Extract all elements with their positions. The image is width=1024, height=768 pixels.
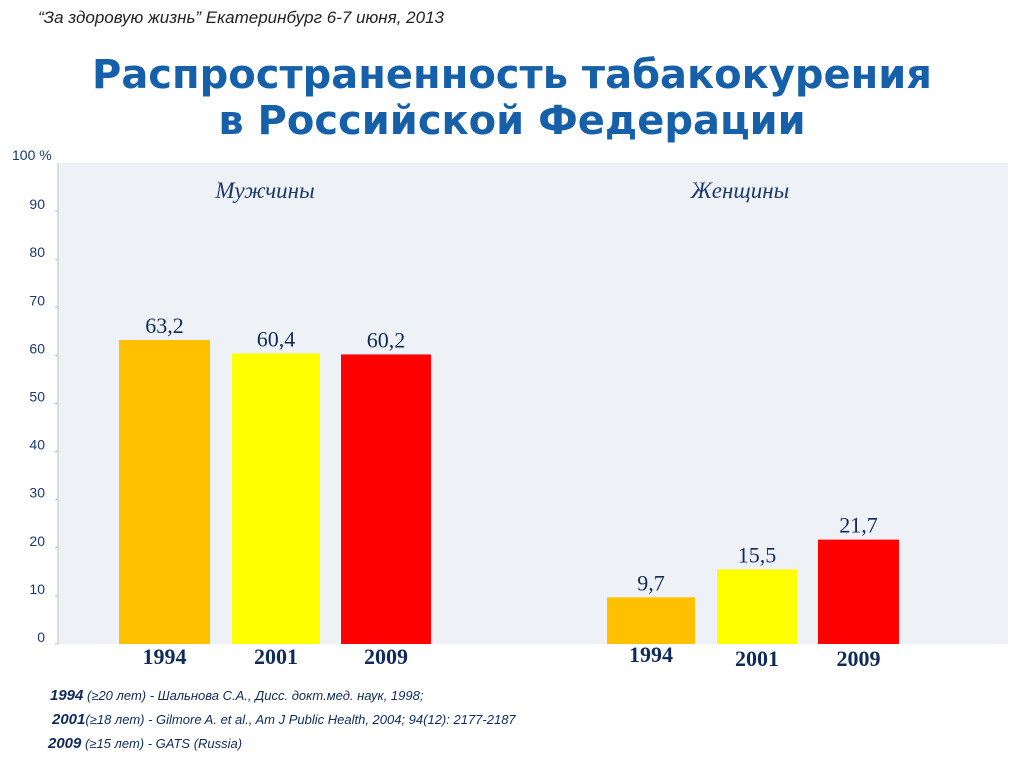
group-title: Мужчины bbox=[214, 178, 314, 203]
y-tick-label: 0 bbox=[37, 629, 45, 645]
footnote-2009: 2009 (≥15 лет) - GATS (Russia) bbox=[48, 732, 516, 756]
group-title: Женщины bbox=[690, 178, 790, 203]
footnote-year: 2009 bbox=[48, 735, 82, 752]
bar bbox=[717, 569, 797, 644]
footnote-2001: 2001(≥18 лет) - Gilmore A. et al., Am J … bbox=[52, 708, 516, 732]
footnote-text: (≥18 лет) - Gilmore A. et al., Am J Publ… bbox=[85, 712, 516, 727]
y-tick-label: 90 bbox=[29, 196, 45, 212]
data-label: 60,4 bbox=[257, 326, 296, 351]
footnote-year: 1994 bbox=[50, 687, 84, 704]
footnotes: 1994 (≥20 лет) - Шальнова С.А., Дисс. до… bbox=[48, 684, 516, 756]
category-label: 2001 bbox=[735, 646, 779, 671]
footnote-text: (≥15 лет) - GATS (Russia) bbox=[81, 736, 243, 751]
y-tick-label: 70 bbox=[29, 292, 45, 308]
y-tick-label: 10 bbox=[29, 581, 45, 597]
bar bbox=[119, 340, 210, 644]
y-tick-label: 20 bbox=[29, 533, 45, 549]
bar bbox=[607, 597, 695, 644]
category-label: 2001 bbox=[254, 644, 298, 669]
footnote-1994: 1994 (≥20 лет) - Шальнова С.А., Дисс. до… bbox=[50, 684, 516, 708]
data-label: 15,5 bbox=[738, 542, 777, 567]
y-axis-max-label: 100 % bbox=[12, 147, 52, 163]
bar bbox=[232, 353, 320, 644]
slide-title-line-2: в Российской Федерации bbox=[218, 98, 806, 144]
data-label: 21,7 bbox=[839, 513, 878, 538]
footnote-year: 2001 bbox=[52, 711, 86, 728]
category-label: 1994 bbox=[629, 642, 673, 667]
category-label: 2009 bbox=[837, 646, 881, 671]
category-label: 2009 bbox=[364, 644, 408, 669]
y-tick-label: 60 bbox=[29, 340, 45, 356]
data-label: 63,2 bbox=[145, 313, 184, 338]
slide-title: Распространенность табакокурения в Росси… bbox=[0, 52, 1024, 144]
slide-title-line-1: Распространенность табакокурения bbox=[92, 52, 932, 98]
data-label: 9,7 bbox=[637, 570, 665, 595]
event-header: “За здоровую жизнь” Екатеринбург 6-7 июн… bbox=[38, 8, 444, 27]
bar bbox=[341, 354, 431, 644]
y-tick-label: 80 bbox=[29, 244, 45, 260]
data-label: 60,2 bbox=[367, 327, 406, 352]
y-tick-label: 30 bbox=[29, 485, 45, 501]
y-tick-label: 50 bbox=[29, 389, 45, 405]
category-label: 1994 bbox=[143, 644, 187, 669]
footnote-text: (≥20 лет) - Шальнова С.А., Дисс. докт.ме… bbox=[83, 688, 424, 703]
bar bbox=[818, 539, 899, 644]
y-tick-label: 40 bbox=[29, 437, 45, 453]
